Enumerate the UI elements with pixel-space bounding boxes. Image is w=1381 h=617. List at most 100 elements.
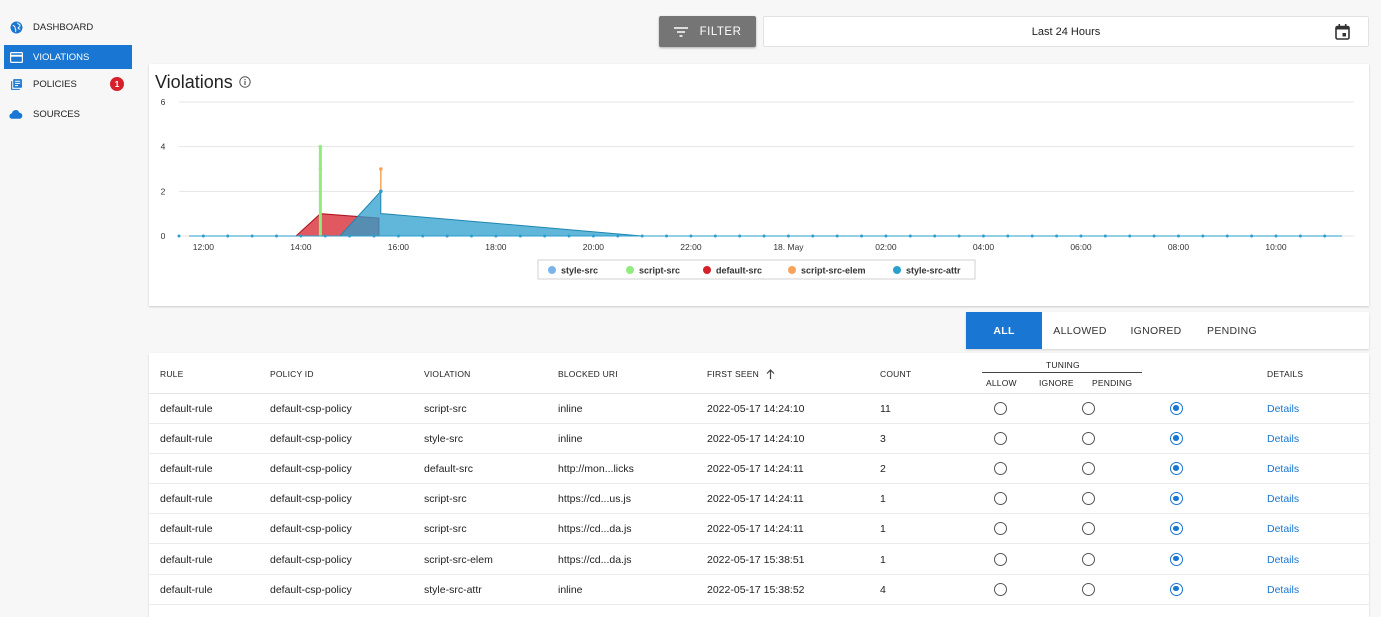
tab-allowed[interactable]: ALLOWED (1053, 324, 1107, 337)
tuning-ignore-radio[interactable] (1082, 402, 1095, 415)
baseline-point (494, 234, 498, 238)
details-link[interactable]: Details (1267, 403, 1300, 415)
tuning-ignore-radio[interactable] (1082, 492, 1095, 506)
tuning-pending-radio[interactable] (1170, 462, 1183, 476)
sidebar-item-label: POLICIES (33, 78, 77, 90)
violation-cell: style-src-attr (424, 583, 482, 596)
x-tick-label: 10:00 (1265, 242, 1287, 252)
details-link[interactable]: Details (1267, 433, 1300, 446)
tuning-pending-radio[interactable] (1170, 522, 1183, 536)
first-seen-cell: 2022-05-17 14:24:10 (707, 403, 805, 415)
baseline-point (640, 234, 644, 238)
tuning-allow-radio[interactable] (994, 492, 1007, 506)
sidebar-item-violations[interactable]: VIOLATIONS (4, 45, 132, 69)
legend-box (537, 259, 976, 280)
tuning-pending-radio[interactable] (1170, 402, 1183, 415)
tuning-allow-radio[interactable] (994, 462, 1007, 476)
details-link[interactable]: Details (1267, 463, 1300, 476)
column-header-count[interactable]: COUNT (880, 369, 912, 379)
column-header-policy-id[interactable]: POLICY ID (270, 369, 314, 379)
policy-id-cell: default-csp-policy (270, 553, 352, 566)
legend-marker (626, 266, 634, 274)
tuning-pending-radio[interactable] (1170, 582, 1183, 596)
tuning-allow-radio[interactable] (994, 552, 1007, 566)
tab-ignored[interactable]: IGNORED (1130, 324, 1182, 337)
count-cell: 1 (880, 493, 886, 506)
count-cell: 1 (880, 523, 886, 536)
tuning-allow-radio[interactable] (994, 402, 1007, 415)
tuning-ignore-radio[interactable] (1082, 582, 1095, 596)
tuning-allow-radio[interactable] (994, 522, 1007, 536)
tuning-ignore-radio[interactable] (1082, 552, 1095, 566)
tab-pending[interactable]: PENDING (1207, 324, 1257, 337)
filter-button[interactable]: FILTER (659, 16, 756, 47)
violations-chart-card: 0 2 4 6 12:00 14:00 16:00 18:00 20:00 22:00 18. M… (149, 64, 1369, 306)
tuning-pending-radio[interactable] (1170, 492, 1183, 506)
baseline-point (1128, 234, 1132, 238)
x-tick-label: 12:00 (193, 242, 215, 252)
sidebar-item-sources[interactable]: SOURCES (4, 102, 132, 126)
baseline-point (372, 234, 376, 238)
blocked-uri-cell: https://cd...da.js (558, 553, 632, 566)
baseline-point (201, 234, 205, 238)
details-link[interactable]: Details (1267, 553, 1300, 566)
first-seen-cell: 2022-05-17 14:24:10 (707, 433, 805, 446)
baseline-point (250, 234, 254, 238)
calendar-icon[interactable] (1335, 24, 1350, 43)
info-icon[interactable] (239, 72, 251, 93)
sidebar-item-policies[interactable]: POLICIES 1 (4, 72, 132, 96)
column-header-rule[interactable]: RULE (160, 369, 184, 379)
baseline-point (811, 234, 815, 238)
baseline-point (860, 234, 864, 238)
x-tick-label: 18:00 (485, 242, 507, 252)
baseline-point (713, 234, 717, 238)
tuning-pending-radio[interactable] (1170, 432, 1183, 446)
chart-title: Violations (155, 72, 251, 93)
tab-all[interactable]: ALL (966, 312, 1042, 349)
cloud-icon (9, 107, 23, 121)
sidebar-item-label: DASHBOARD (33, 21, 94, 33)
violations-table: RULE POLICY ID VIOLATION BLOCKED URI FIR… (149, 353, 1369, 617)
details-link[interactable]: Details (1267, 583, 1300, 596)
legend-entry: script-src-elem (801, 266, 866, 276)
baseline-point (665, 234, 669, 238)
baseline-point (396, 234, 400, 238)
tuning-ignore-radio[interactable] (1082, 522, 1095, 536)
script-src-point (318, 167, 323, 171)
chart-legend: style-src script-src default-src script-src… (537, 259, 976, 280)
column-header-blocked-uri[interactable]: BLOCKED URI (558, 369, 618, 379)
baseline-point (981, 234, 985, 238)
table-row: default-rule default-csp-policy script-src… (149, 545, 1369, 575)
first-seen-cell: 2022-05-17 15:38:51 (707, 553, 805, 566)
violation-cell: default-src (424, 463, 474, 476)
y-tick-label: 2 (161, 186, 166, 196)
details-link[interactable]: Details (1267, 493, 1300, 506)
tuning-ignore-radio[interactable] (1082, 432, 1095, 446)
column-header-details: DETAILS (1267, 369, 1304, 379)
rule-cell: default-rule (160, 493, 213, 506)
baseline-point (567, 234, 571, 238)
baseline-point (1201, 234, 1205, 238)
details-link[interactable]: Details (1267, 523, 1300, 536)
first-seen-cell: 2022-05-17 15:38:52 (707, 583, 805, 596)
baseline-point (543, 234, 547, 238)
violation-cell: script-src (424, 523, 467, 536)
date-range-picker[interactable]: Last 24 Hours (763, 16, 1369, 47)
column-header-violation[interactable]: VIOLATION (424, 369, 471, 379)
baseline-point (518, 234, 522, 238)
sidebar-item-dashboard[interactable]: DASHBOARD (4, 15, 132, 39)
baseline-point (835, 234, 839, 238)
baseline-point (1274, 234, 1278, 238)
baseline-point (445, 234, 449, 238)
baseline-point (421, 234, 425, 238)
tuning-ignore-radio[interactable] (1082, 462, 1095, 476)
count-cell: 2 (880, 463, 886, 476)
column-header-first-seen[interactable]: FIRST SEEN (707, 369, 775, 379)
x-tick-label: 04:00 (973, 242, 995, 252)
chart-baseline-series (177, 234, 1342, 238)
baseline-point (786, 234, 790, 238)
tuning-allow-radio[interactable] (994, 582, 1007, 596)
tuning-pending-radio[interactable] (1170, 552, 1183, 566)
tuning-allow-radio[interactable] (994, 432, 1007, 446)
tuning-divider (982, 372, 1142, 373)
